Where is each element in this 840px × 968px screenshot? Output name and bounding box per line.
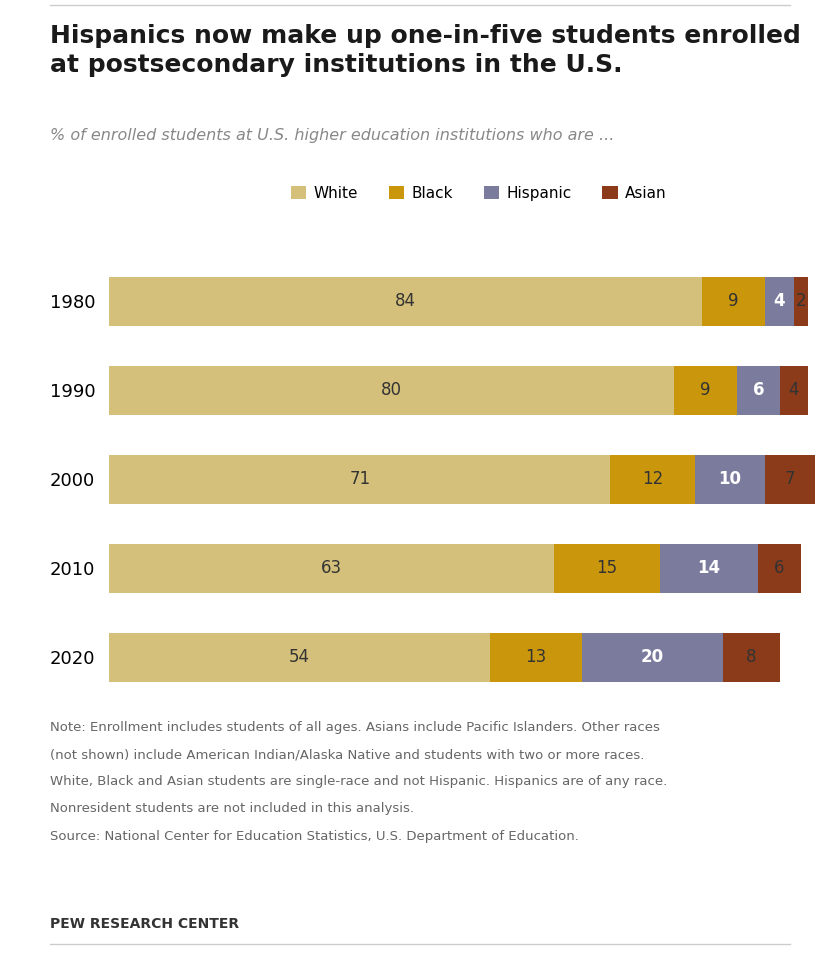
Text: (not shown) include American Indian/Alaska Native and students with two or more : (not shown) include American Indian/Alas… (50, 748, 645, 761)
Bar (554, 544, 659, 592)
Text: 13: 13 (526, 649, 547, 666)
Bar (582, 633, 723, 681)
Text: Note: Enrollment includes students of all ages. Asians include Pacific Islanders: Note: Enrollment includes students of al… (50, 721, 660, 734)
Bar (109, 277, 702, 325)
Bar (794, 277, 808, 325)
Bar (765, 277, 794, 325)
Bar (109, 366, 674, 414)
Bar (723, 633, 780, 681)
Text: 9: 9 (701, 381, 711, 399)
Text: 6: 6 (774, 560, 785, 577)
Bar (780, 366, 808, 414)
Text: 4: 4 (789, 381, 799, 399)
Text: 54: 54 (289, 649, 310, 666)
Bar (738, 366, 780, 414)
Bar (109, 633, 491, 681)
Text: 20: 20 (641, 649, 664, 666)
Legend: White, Black, Hispanic, Asian: White, Black, Hispanic, Asian (285, 180, 673, 207)
Bar (659, 544, 759, 592)
Text: White, Black and Asian students are single-race and not Hispanic. Hispanics are : White, Black and Asian students are sing… (50, 775, 668, 788)
Bar (695, 455, 765, 503)
Text: PEW RESEARCH CENTER: PEW RESEARCH CENTER (50, 918, 239, 931)
Bar (702, 277, 765, 325)
Text: 12: 12 (642, 470, 663, 488)
Bar (491, 633, 582, 681)
Bar (765, 455, 815, 503)
Text: 15: 15 (596, 560, 617, 577)
Text: 71: 71 (349, 470, 370, 488)
Text: Source: National Center for Education Statistics, U.S. Department of Education.: Source: National Center for Education St… (50, 830, 580, 842)
Bar (109, 544, 554, 592)
Bar (610, 455, 695, 503)
Text: 14: 14 (697, 560, 721, 577)
Bar (109, 455, 610, 503)
Bar (759, 544, 801, 592)
Text: % of enrolled students at U.S. higher education institutions who are ...: % of enrolled students at U.S. higher ed… (50, 128, 615, 142)
Text: 80: 80 (381, 381, 402, 399)
Text: 2: 2 (795, 292, 806, 310)
Text: 8: 8 (746, 649, 757, 666)
Text: 9: 9 (728, 292, 739, 310)
Text: Nonresident students are not included in this analysis.: Nonresident students are not included in… (50, 802, 414, 815)
Text: 10: 10 (719, 470, 742, 488)
Text: 84: 84 (395, 292, 416, 310)
Text: Hispanics now make up one-in-five students enrolled
at postsecondary institution: Hispanics now make up one-in-five studen… (50, 24, 801, 76)
Text: 63: 63 (321, 560, 342, 577)
Text: 6: 6 (753, 381, 764, 399)
Bar (674, 366, 738, 414)
Text: 7: 7 (785, 470, 795, 488)
Text: 4: 4 (774, 292, 785, 310)
